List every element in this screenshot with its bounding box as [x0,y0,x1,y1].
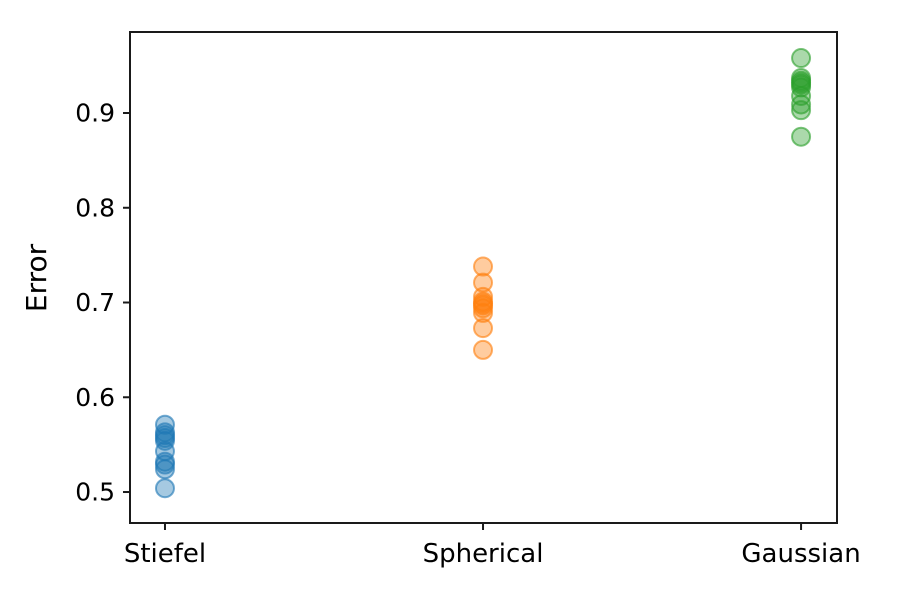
x-tick-label-stiefel: Stiefel [124,539,206,569]
data-point-gaussian [791,94,812,115]
y-axis-label: Error [20,243,53,312]
data-point-stiefel [154,459,175,480]
data-point-stiefel [154,478,175,499]
plot-area-border [129,31,838,524]
data-point-gaussian [791,48,812,69]
data-point-gaussian [791,126,812,147]
y-tick-label: 0.8 [75,193,115,222]
y-tick-label: 0.6 [75,383,115,412]
y-tick-label: 0.9 [75,99,115,128]
data-point-spherical [473,302,494,323]
data-point-spherical [473,256,494,277]
x-tick-label-gaussian: Gaussian [741,539,860,569]
data-point-gaussian [791,100,812,121]
data-point-spherical [473,318,494,339]
y-tick-label: 0.7 [75,288,115,317]
y-tick-label: 0.5 [75,478,115,507]
data-point-spherical [473,339,494,360]
data-point-stiefel [154,430,175,451]
x-tick-label-spherical: Spherical [423,539,544,569]
data-point-spherical [473,298,494,319]
data-point-stiefel [154,454,175,475]
